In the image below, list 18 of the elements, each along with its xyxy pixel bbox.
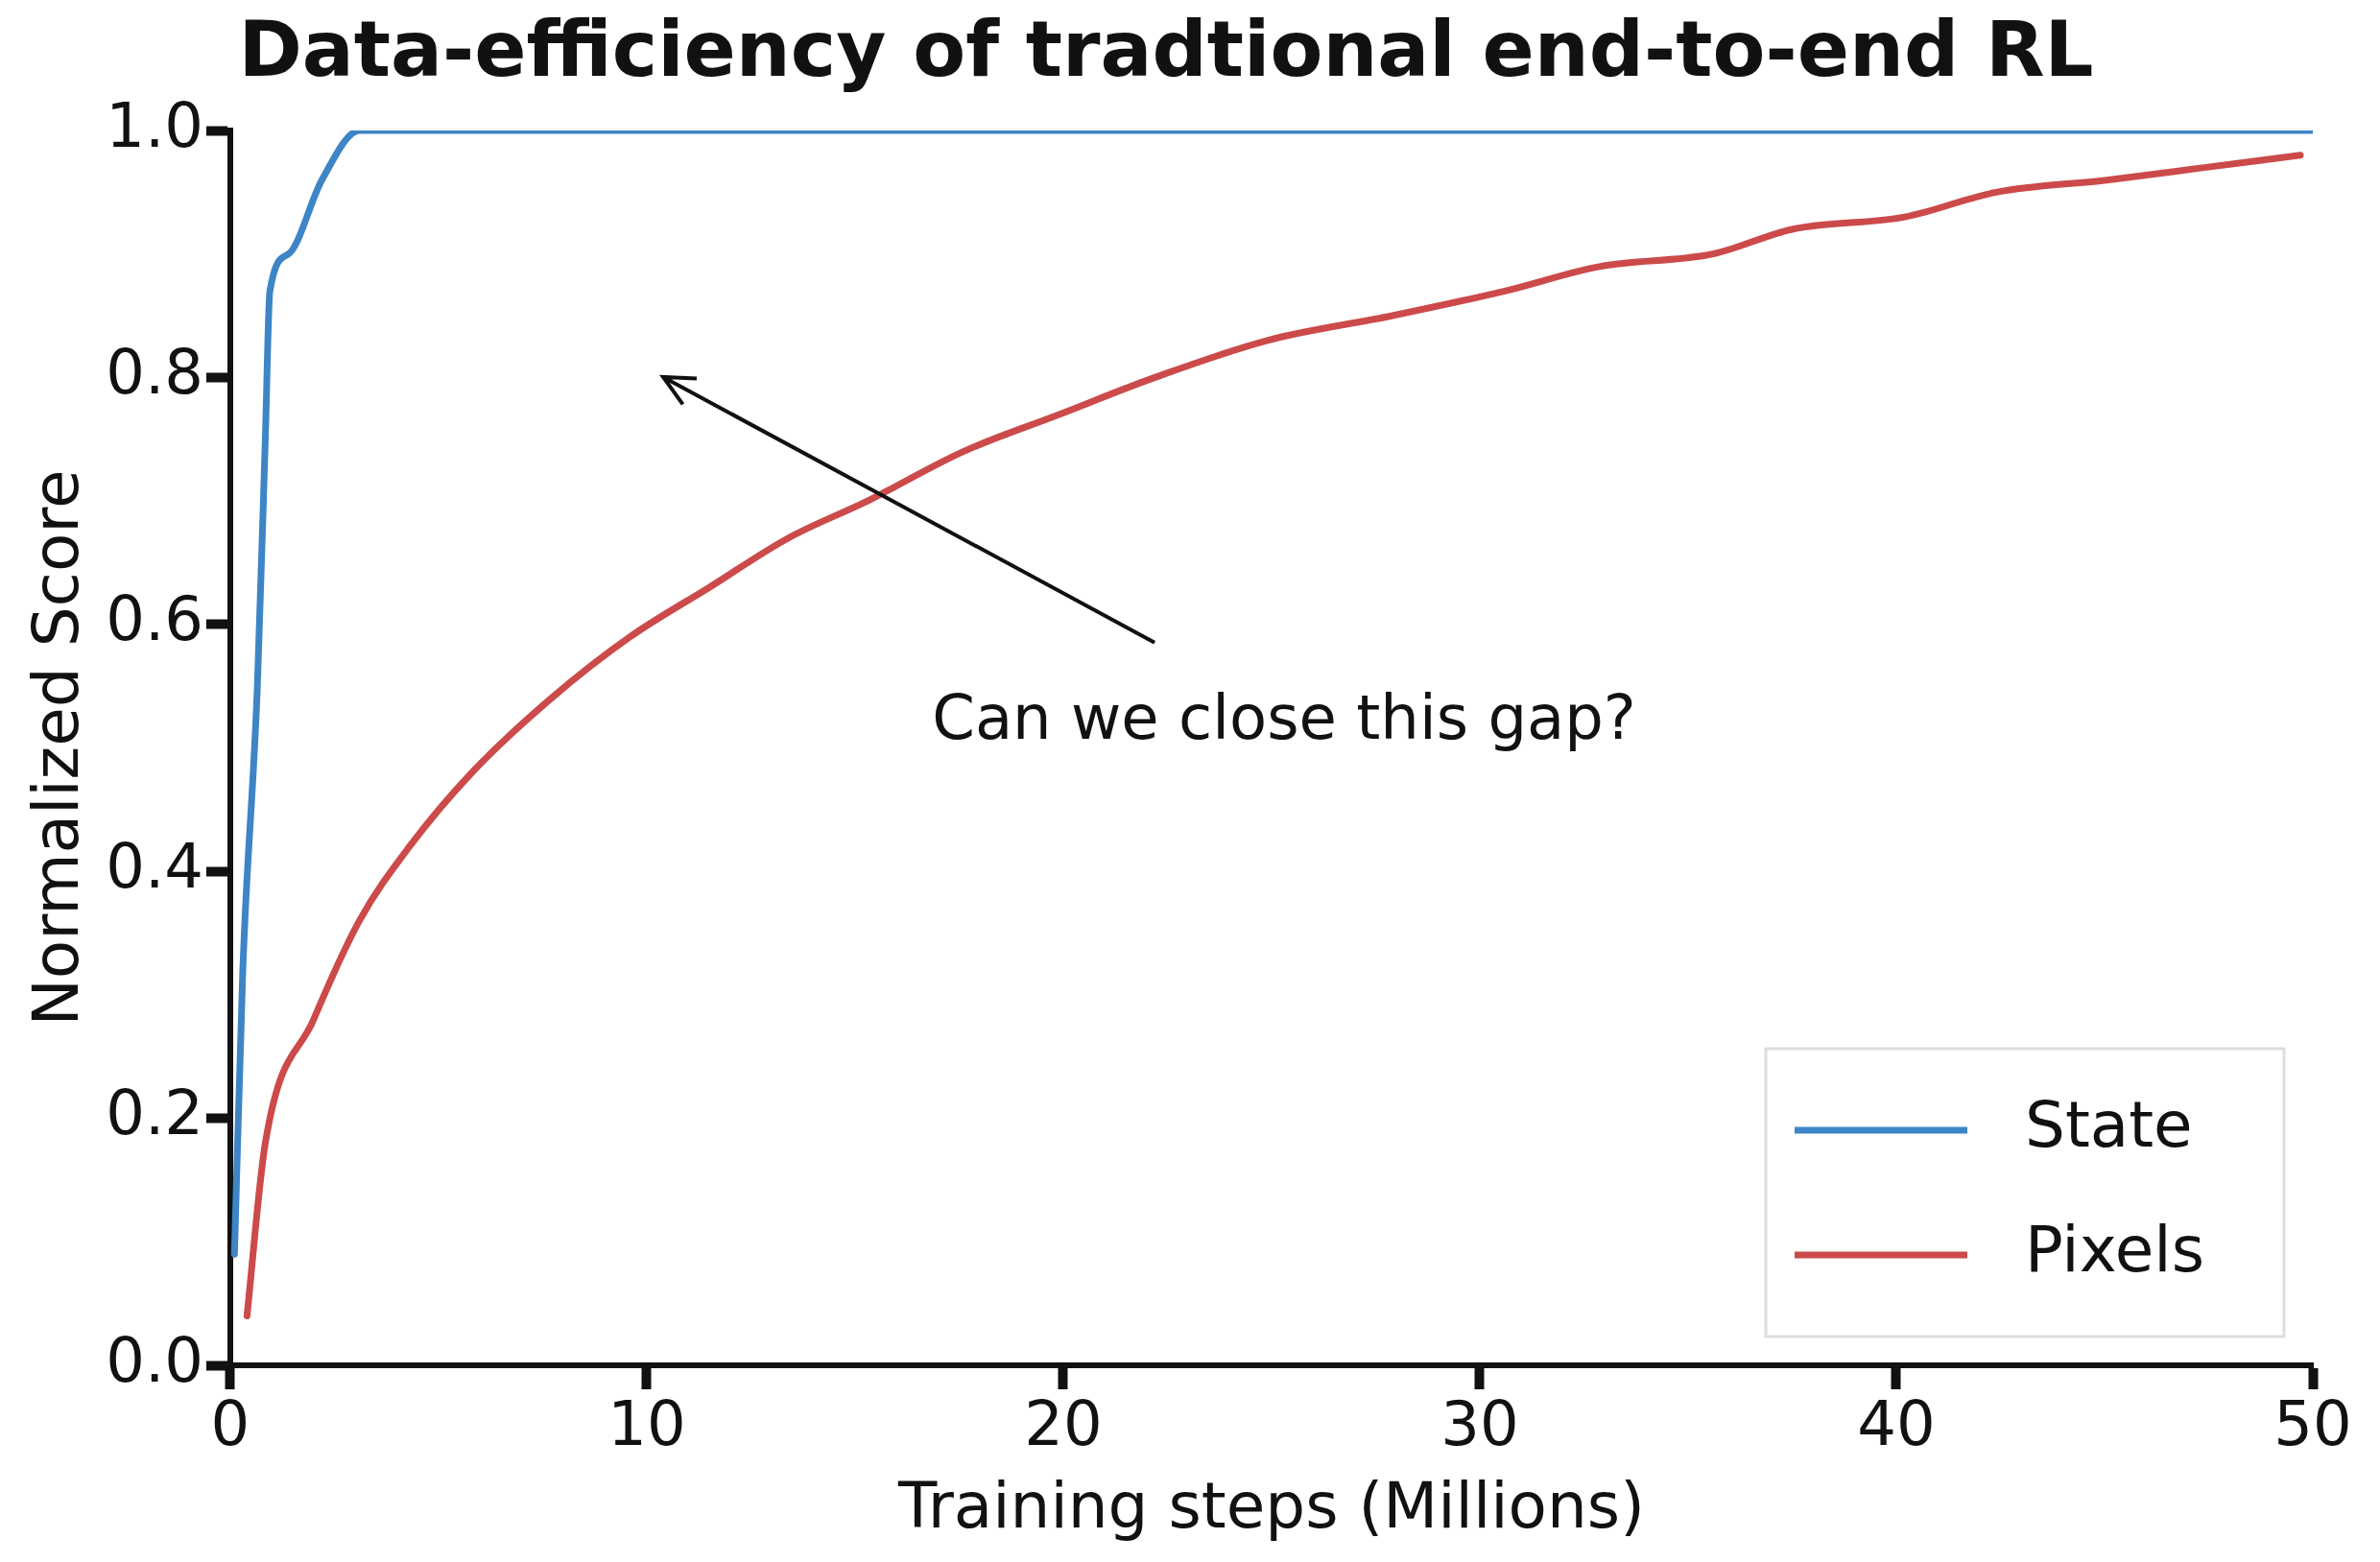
- x-tick-label: 0: [210, 1388, 250, 1460]
- x-axis-title: Training steps (Millions): [897, 1468, 1645, 1543]
- y-tick-label: 0.4: [106, 830, 203, 902]
- legend-label: Pixels: [2025, 1213, 2205, 1288]
- x-tick-label: 30: [1440, 1388, 1519, 1460]
- y-tick-label: 0.6: [106, 583, 203, 655]
- x-tick-label: 50: [2273, 1388, 2352, 1460]
- chart-title: Data-efficiency of tradtional end-to-end RL: [238, 4, 2094, 94]
- y-tick-label: 0.0: [106, 1324, 203, 1396]
- legend-label: State: [2025, 1088, 2193, 1163]
- x-tick-label: 40: [1857, 1388, 1936, 1460]
- y-tick-label: 0.2: [106, 1077, 203, 1149]
- x-tick-label: 10: [607, 1388, 686, 1460]
- annotation: Can we close this gap?: [932, 682, 1636, 754]
- y-tick-label: 1.0: [106, 89, 203, 161]
- y-tick-label: 0.8: [106, 337, 203, 409]
- x-tick-label: 20: [1024, 1388, 1103, 1460]
- y-axis-title: Normalized Score: [18, 469, 93, 1027]
